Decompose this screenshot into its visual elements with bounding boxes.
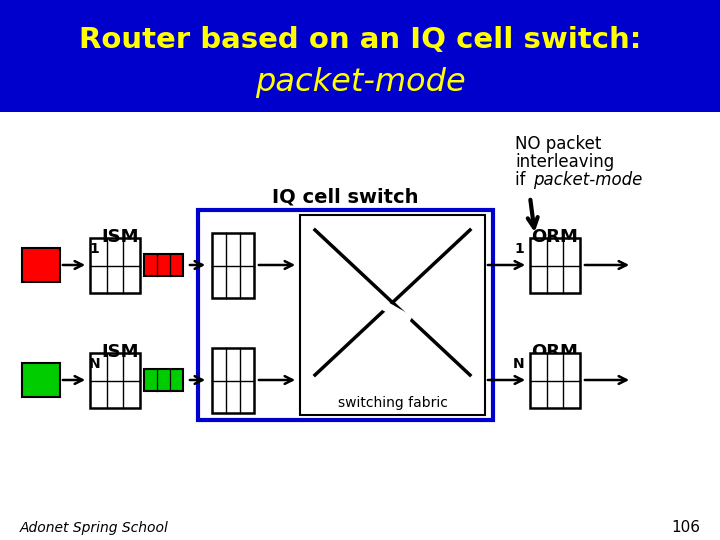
- Bar: [300, 215, 485, 415]
- Bar: [530, 238, 580, 293]
- Text: ISM: ISM: [102, 343, 139, 361]
- Text: IQ cell switch: IQ cell switch: [272, 187, 419, 206]
- Bar: [170, 254, 183, 276]
- Bar: [90, 238, 140, 293]
- Bar: [144, 254, 183, 276]
- Text: Router based on an IQ cell switch:: Router based on an IQ cell switch:: [78, 26, 642, 54]
- Bar: [22, 363, 60, 397]
- Text: packet-mode: packet-mode: [255, 68, 465, 98]
- Bar: [144, 369, 183, 391]
- Text: ORM: ORM: [531, 343, 578, 361]
- Text: interleaving: interleaving: [515, 153, 614, 171]
- Text: 1: 1: [89, 242, 99, 256]
- Text: ISM: ISM: [102, 228, 139, 246]
- Text: ORM: ORM: [531, 228, 578, 246]
- Text: packet-mode: packet-mode: [533, 171, 642, 189]
- Text: 1: 1: [514, 242, 524, 256]
- Bar: [0, 0, 720, 112]
- Bar: [144, 254, 157, 276]
- Bar: [22, 248, 60, 282]
- Text: switching fabric: switching fabric: [338, 396, 447, 410]
- Bar: [198, 210, 493, 420]
- Bar: [157, 254, 170, 276]
- Bar: [144, 369, 157, 391]
- Text: 106: 106: [671, 521, 700, 536]
- Bar: [157, 369, 170, 391]
- Bar: [170, 369, 183, 391]
- Text: N: N: [89, 357, 101, 371]
- Bar: [90, 353, 140, 408]
- Text: N: N: [513, 357, 524, 371]
- Text: NO packet: NO packet: [515, 135, 601, 153]
- Bar: [212, 348, 254, 413]
- Bar: [212, 233, 254, 298]
- Bar: [530, 353, 580, 408]
- Text: Adonet Spring School: Adonet Spring School: [20, 521, 169, 535]
- Bar: [530, 353, 580, 375]
- Text: if: if: [515, 171, 531, 189]
